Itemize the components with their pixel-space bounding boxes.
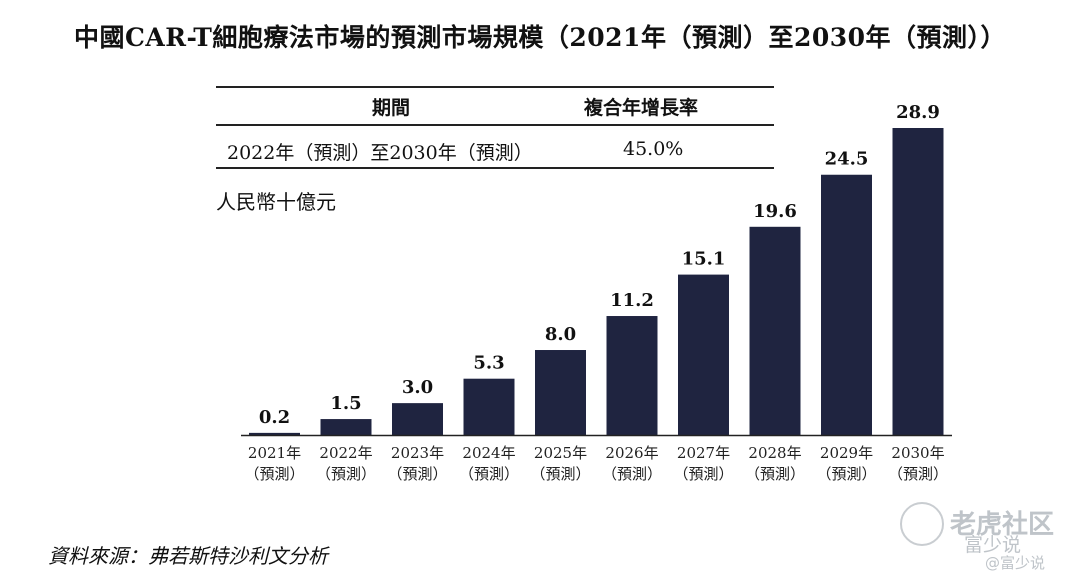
table-header-period: 期間 [372,97,411,119]
x-tick-label-10-line-2: （預測） [888,465,948,483]
watermark-logo [900,502,944,546]
bar-2 [320,419,372,435]
x-tick-label-3-line-2: （預測） [387,465,447,483]
data-label-10: 28.9 [896,102,940,123]
x-tick-label-2-line-2: （預測） [316,465,376,483]
x-tick-label-8-line-1: 2028年 [748,444,801,462]
data-label-8: 19.6 [753,201,797,222]
x-tick-label-6-line-2: （預測） [602,465,662,483]
data-label-5: 8.0 [545,324,576,345]
bar-8 [749,226,801,435]
data-label-1: 0.2 [259,407,290,428]
bar-6 [606,316,658,435]
chart-title: 中國CAR-T細胞療法市場的預測市場規模（2021年（預測）至2030年（預測）… [73,23,1007,52]
x-tick-label-5-line-1: 2025年 [534,444,587,462]
x-tick-label-2-line-1: 2022年 [319,444,372,462]
table-header-cagr: 複合年增長率 [584,97,699,119]
watermark-line3: @富少说 [985,554,1046,572]
x-tick-label-10-line-1: 2030年 [891,444,944,462]
x-tick-label-4-line-2: （預測） [459,465,519,483]
data-label-6: 11.2 [610,290,654,311]
x-tick-label-8-line-2: （預測） [745,465,805,483]
data-label-4: 5.3 [473,353,504,374]
x-tick-label-3-line-1: 2023年 [391,444,444,462]
x-tick-label-7-line-2: （預測） [673,465,733,483]
bar-10 [892,128,944,435]
bar-5 [535,350,586,435]
x-tick-label-1-line-1: 2021年 [248,444,301,462]
x-tick-label-9-line-2: （預測） [816,465,876,483]
data-label-9: 24.5 [825,149,869,170]
bar-7 [678,274,729,435]
bar-4 [463,378,515,435]
table-bottom-rule [216,167,774,169]
table-top-rule [216,86,774,88]
x-tick-label-9-line-1: 2029年 [820,444,873,462]
x-tick-label-6-line-1: 2026年 [605,444,658,462]
source-note: 資料來源：弗若斯特沙利文分析 [48,544,328,568]
x-tick-label-4-line-1: 2024年 [462,444,515,462]
bar-1 [249,432,300,435]
table-cell-cagr: 45.0% [623,138,684,160]
table-header-rule [216,124,774,126]
unit-label: 人民幣十億元 [216,190,336,214]
watermark-line1: 老虎社区 [950,510,1055,540]
watermark-line2: 富少说 [964,534,1022,556]
data-label-3: 3.0 [402,377,433,398]
table-cell-period: 2022年（預測）至2030年（預測） [227,142,533,164]
data-label-7: 15.1 [682,249,726,270]
data-label-2: 1.5 [330,393,361,414]
bar-9 [821,174,872,435]
x-tick-label-1-line-2: （預測） [244,465,304,483]
bar-3 [392,403,443,435]
x-tick-label-5-line-2: （預測） [530,465,590,483]
x-tick-label-7-line-1: 2027年 [677,444,730,462]
